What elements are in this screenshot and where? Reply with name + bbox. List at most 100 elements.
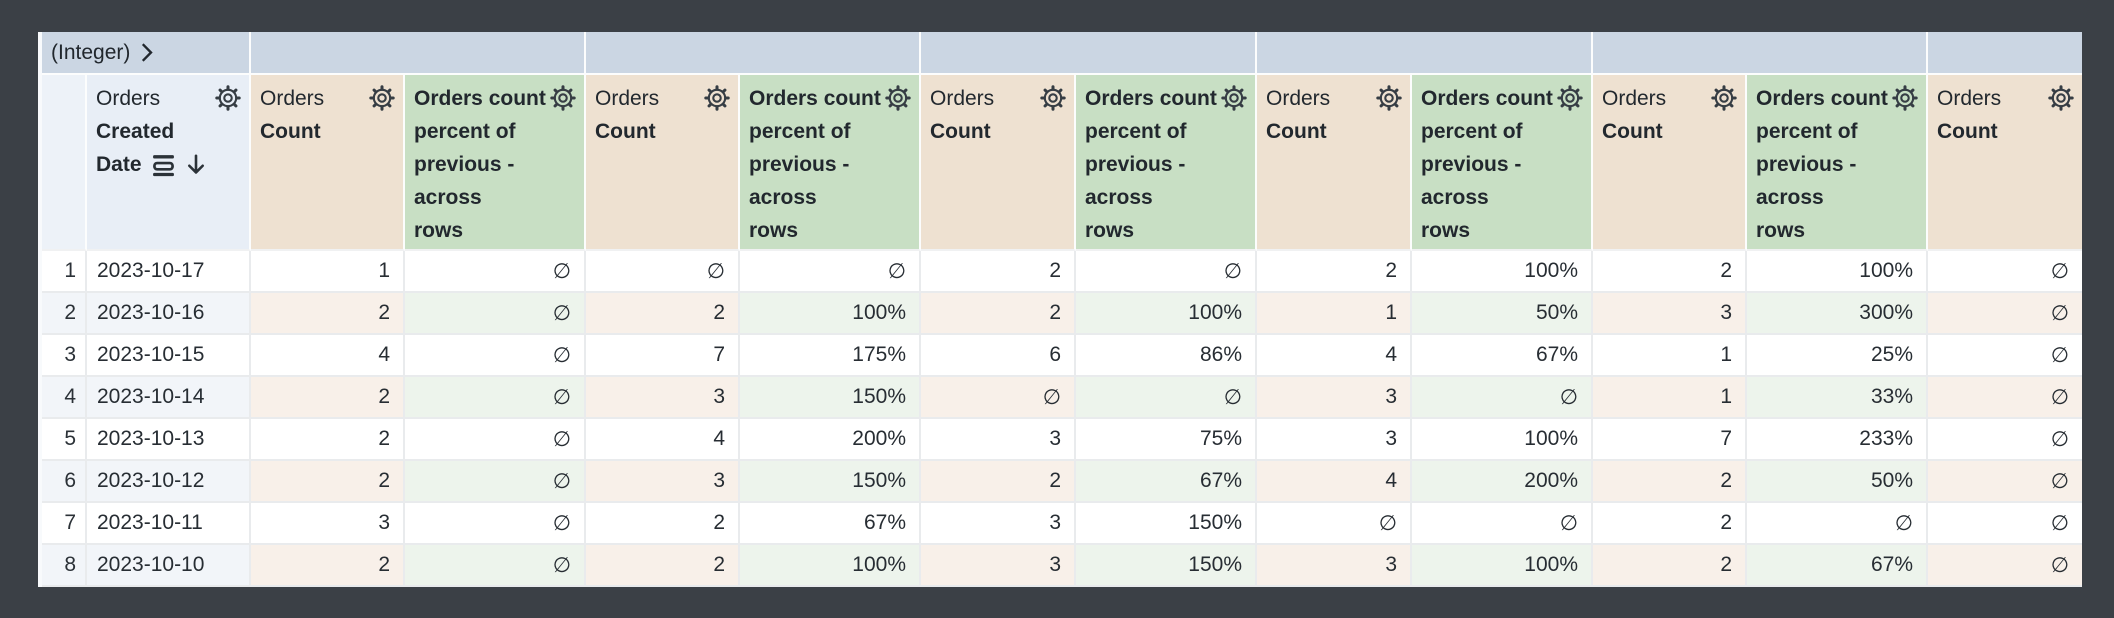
gear-icon[interactable] [214,84,242,112]
count-cell[interactable]: 3 [586,461,740,503]
pivot-field-cell[interactable]: (Integer) [42,32,251,75]
count-cell[interactable]: 4 [1257,335,1412,377]
percent-cell[interactable]: 100% [740,545,921,587]
count-cell[interactable]: 2 [251,461,405,503]
percent-cell[interactable]: 200% [1412,461,1593,503]
percent-cell[interactable]: 67% [1076,461,1257,503]
gear-icon[interactable] [1710,84,1738,112]
percent-cell[interactable]: 150% [740,461,921,503]
count-cell[interactable]: 1 [1257,293,1412,335]
count-cell[interactable]: 3 [921,545,1076,587]
percent-cell[interactable]: 100% [1412,419,1593,461]
percent-cell[interactable]: 150% [1076,503,1257,545]
percent-cell[interactable]: ∅ [405,251,586,293]
count-cell[interactable]: ∅ [1928,419,2082,461]
percent-cell[interactable]: 200% [740,419,921,461]
column-header-orders-count[interactable]: Orders Count [586,75,740,251]
gear-icon[interactable] [703,84,731,112]
gear-icon[interactable] [2047,84,2075,112]
date-cell[interactable]: 2023-10-16 [87,293,251,335]
count-cell[interactable]: 3 [1257,545,1412,587]
percent-cell[interactable]: 86% [1076,335,1257,377]
count-cell[interactable]: 7 [586,335,740,377]
count-cell[interactable]: 3 [1257,419,1412,461]
count-cell[interactable]: 2 [251,293,405,335]
percent-cell[interactable]: ∅ [405,461,586,503]
percent-cell[interactable]: ∅ [405,293,586,335]
gear-icon[interactable] [1375,84,1403,112]
sort-desc-icon[interactable] [183,152,209,178]
percent-cell[interactable]: 233% [1747,419,1928,461]
percent-cell[interactable]: 150% [1076,545,1257,587]
percent-cell[interactable]: 50% [1747,461,1928,503]
count-cell[interactable]: ∅ [1928,545,2082,587]
count-cell[interactable]: 2 [1593,461,1747,503]
count-cell[interactable]: 2 [251,545,405,587]
percent-cell[interactable]: 100% [1747,251,1928,293]
column-header-percent-of-previous[interactable]: Orders count percent of previous - acros… [1412,75,1593,251]
count-cell[interactable]: 2 [921,461,1076,503]
date-cell[interactable]: 2023-10-15 [87,335,251,377]
date-cell[interactable]: 2023-10-17 [87,251,251,293]
count-cell[interactable]: 3 [1593,293,1747,335]
count-cell[interactable]: ∅ [1928,377,2082,419]
percent-cell[interactable]: 67% [1747,545,1928,587]
percent-cell[interactable]: 25% [1747,335,1928,377]
column-header-orders-count[interactable]: Orders Count [921,75,1076,251]
percent-cell[interactable]: ∅ [740,251,921,293]
gear-icon[interactable] [884,84,912,112]
count-cell[interactable]: 2 [1593,251,1747,293]
percent-cell[interactable]: ∅ [405,419,586,461]
gear-icon[interactable] [1556,84,1584,112]
percent-cell[interactable]: ∅ [1412,377,1593,419]
count-cell[interactable]: 2 [921,251,1076,293]
count-cell[interactable]: 4 [586,419,740,461]
count-cell[interactable]: ∅ [1928,335,2082,377]
count-cell[interactable]: 1 [1593,335,1747,377]
column-header-percent-of-previous[interactable]: Orders count percent of previous - acros… [1076,75,1257,251]
count-cell[interactable]: 2 [1593,545,1747,587]
gear-icon[interactable] [549,84,577,112]
count-cell[interactable]: ∅ [1257,503,1412,545]
percent-cell[interactable]: 100% [1412,251,1593,293]
gear-icon[interactable] [368,84,396,112]
date-cell[interactable]: 2023-10-10 [87,545,251,587]
count-cell[interactable]: ∅ [1928,503,2082,545]
date-cell[interactable]: 2023-10-11 [87,503,251,545]
percent-cell[interactable]: ∅ [405,503,586,545]
count-cell[interactable]: ∅ [1928,461,2082,503]
count-cell[interactable]: 1 [1593,377,1747,419]
count-cell[interactable]: 7 [1593,419,1747,461]
count-cell[interactable]: ∅ [1928,251,2082,293]
percent-cell[interactable]: 100% [1412,545,1593,587]
percent-cell[interactable]: ∅ [1747,503,1928,545]
percent-cell[interactable]: 175% [740,335,921,377]
count-cell[interactable]: 3 [921,419,1076,461]
gear-icon[interactable] [1220,84,1248,112]
percent-cell[interactable]: 100% [1076,293,1257,335]
gear-icon[interactable] [1039,84,1067,112]
percent-cell[interactable]: 67% [1412,335,1593,377]
percent-cell[interactable]: 33% [1747,377,1928,419]
percent-cell[interactable]: 300% [1747,293,1928,335]
percent-cell[interactable]: ∅ [1076,251,1257,293]
column-header-created-date[interactable]: Orders Created Date [87,75,251,251]
percent-cell[interactable]: ∅ [1412,503,1593,545]
column-header-orders-count[interactable]: Orders Count [1928,75,2082,251]
count-cell[interactable]: 2 [586,503,740,545]
percent-cell[interactable]: ∅ [1076,377,1257,419]
column-header-orders-count[interactable]: Orders Count [1257,75,1412,251]
count-cell[interactable]: 4 [251,335,405,377]
column-header-percent-of-previous[interactable]: Orders count percent of previous - acros… [740,75,921,251]
count-cell[interactable]: ∅ [1928,293,2082,335]
count-cell[interactable]: 3 [1257,377,1412,419]
count-cell[interactable]: 2 [1593,503,1747,545]
count-cell[interactable]: 2 [1257,251,1412,293]
count-cell[interactable]: 3 [586,377,740,419]
percent-cell[interactable]: ∅ [405,545,586,587]
date-cell[interactable]: 2023-10-13 [87,419,251,461]
percent-cell[interactable]: 150% [740,377,921,419]
percent-cell[interactable]: 67% [740,503,921,545]
count-cell[interactable]: 2 [251,419,405,461]
count-cell[interactable]: ∅ [921,377,1076,419]
